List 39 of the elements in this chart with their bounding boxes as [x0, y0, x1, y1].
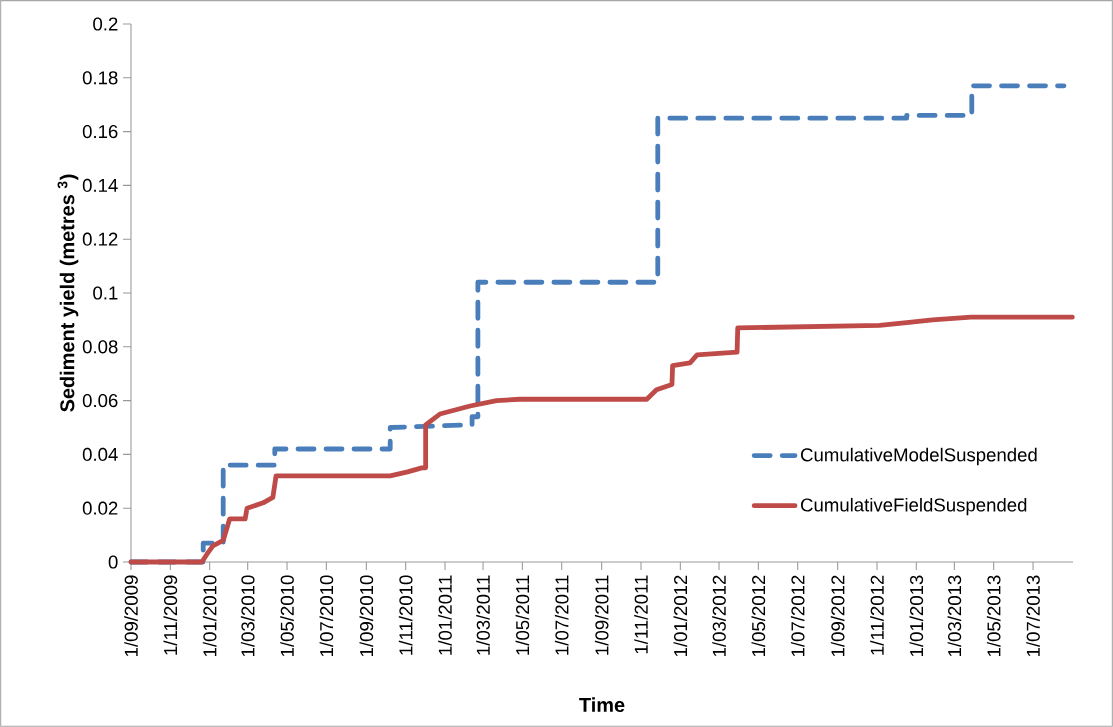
x-tick-label: 1/05/2010: [280, 575, 294, 657]
x-tick-label: 1/11/2011: [634, 575, 648, 654]
x-tick-label: 1/07/2010: [319, 575, 334, 657]
x-tick-label: 1/09/2010: [359, 575, 374, 657]
x-tick-label: 1/01/2013: [909, 575, 924, 657]
x-tick-label: 1/09/2012: [830, 575, 845, 657]
x-tick-label: 1/11/2012: [870, 575, 884, 655]
x-tick-label: 1/09/2009: [124, 575, 138, 657]
x-tick-label: 1/03/2010: [240, 575, 255, 657]
x-tick-label: 1/05/2012: [751, 575, 766, 657]
y-tick-label: 0.04: [82, 447, 118, 461]
x-tick-label: 1/07/2012: [790, 575, 805, 657]
x-tick-label: 1/05/2013: [986, 575, 1001, 657]
x-tick-label: 1/11/2009: [163, 575, 178, 655]
y-tick-label: 0.1: [93, 286, 118, 300]
y-axis-title: Sediment yield (metres $^{3}$): [57, 174, 79, 412]
y-tick-label: 0.18: [82, 71, 118, 85]
legend-label: CumulativeModelSuspended: [801, 447, 1037, 466]
y-tick-label: 0.02: [82, 501, 118, 515]
x-tick-label: 1/11/2010: [398, 575, 413, 655]
x-tick-label: 1/09/2011: [594, 575, 609, 655]
x-tick-label: 1/05/2011: [515, 575, 530, 655]
y-tick-label: 0.08: [82, 340, 118, 354]
y-tick-label: 0.16: [82, 125, 118, 139]
x-axis-title: Time: [579, 697, 625, 712]
y-tick-label: 0.06: [82, 394, 118, 408]
x-tick-label: 1/01/2012: [673, 575, 688, 657]
x-tick-label: 1/07/2013: [1026, 575, 1040, 657]
x-tick-label: 1/01/2011: [438, 575, 452, 655]
y-tick-label: 0: [108, 555, 118, 569]
y-tick-label: 0.14: [82, 178, 118, 192]
legend-label: CumulativeFieldSuspended: [801, 497, 1027, 516]
x-tick-label: 1/03/2013: [947, 575, 962, 657]
x-tick-label: 1/03/2011: [476, 575, 490, 655]
x-tick-label: 1/01/2010: [202, 575, 217, 657]
x-tick-label: 1/03/2012: [712, 575, 726, 657]
x-tick-label: 1/07/2011: [554, 575, 569, 655]
y-tick-label: 0.2: [93, 17, 118, 31]
y-tick-label: 0.12: [82, 232, 118, 246]
